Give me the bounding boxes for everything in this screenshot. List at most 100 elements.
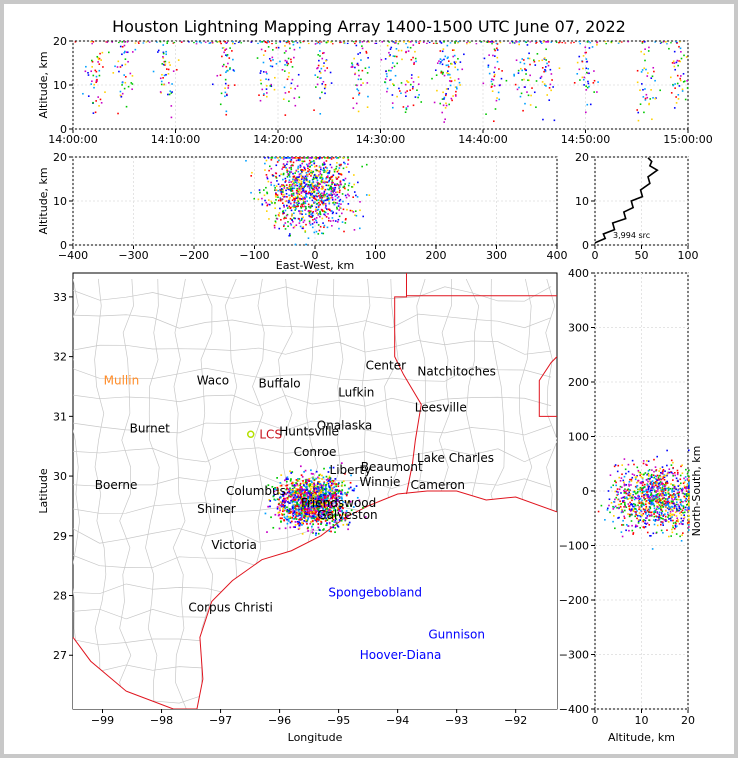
ew-source-point	[293, 205, 296, 207]
time-source-point	[596, 43, 598, 46]
map-source-point	[304, 469, 307, 472]
map-source-point	[316, 516, 319, 519]
ew-source-point	[294, 183, 296, 186]
map-source-point	[303, 505, 306, 508]
map-source-point	[291, 516, 294, 519]
ew-source-point	[301, 162, 303, 165]
ns-source-point	[647, 470, 650, 472]
ew-source-point	[301, 210, 304, 212]
ns-source-point	[663, 478, 666, 481]
time-source-point	[297, 73, 300, 76]
time-source-point	[418, 94, 420, 96]
ew-source-point	[298, 179, 301, 181]
time-source-point	[171, 91, 173, 93]
coastline	[73, 490, 557, 709]
time-source-point	[670, 42, 672, 44]
map-source-point	[293, 492, 295, 495]
map-source-point	[320, 491, 323, 494]
map-source-point	[315, 532, 317, 535]
map-source-point	[331, 489, 334, 491]
ew-source-point	[297, 200, 300, 203]
map-source-point	[319, 500, 321, 503]
map-source-point	[345, 517, 348, 520]
map-source-point	[311, 492, 314, 495]
map-source-point	[307, 492, 309, 494]
map-source-point	[294, 484, 297, 487]
map-source-point	[335, 483, 338, 485]
time-source-point	[447, 65, 450, 68]
ns-source-point	[623, 484, 626, 487]
time-source-point	[544, 68, 546, 71]
ew-source-point	[327, 176, 329, 179]
time-source-point	[448, 73, 451, 76]
ns-source-point	[686, 486, 689, 488]
ns-ytick-label: 200	[568, 376, 589, 389]
ns-source-point	[680, 514, 683, 516]
map-source-point	[279, 501, 282, 503]
ns-source-point	[688, 469, 690, 472]
ew-source-point	[359, 227, 361, 230]
place-label: Burnet	[130, 421, 171, 435]
ns-source-point	[653, 476, 655, 479]
time-source-point	[666, 43, 668, 45]
ew-source-point	[297, 158, 300, 161]
ew-source-point	[345, 217, 347, 220]
map-source-point	[321, 507, 324, 509]
ns-source-point	[684, 476, 687, 478]
map-source-point	[332, 482, 334, 485]
time-source-point	[275, 46, 278, 49]
ns-source-point	[627, 503, 630, 505]
time-source-point	[540, 75, 543, 78]
ew-source-point	[318, 213, 320, 215]
ew-source-point	[304, 168, 307, 171]
ew-source-point	[321, 188, 324, 190]
map-source-point	[325, 503, 327, 506]
ns-source-point	[653, 489, 656, 492]
ew-source-point	[324, 181, 327, 184]
map-source-point	[340, 492, 342, 495]
time-source-point	[673, 50, 676, 53]
time-source-point	[157, 51, 159, 53]
ns-source-point	[641, 487, 643, 490]
time-source-point	[163, 74, 166, 77]
time-source-point	[636, 81, 639, 84]
time-source-point	[193, 41, 195, 44]
map-source-point	[306, 510, 309, 512]
map-source-point	[317, 520, 319, 522]
time-source-point	[318, 70, 321, 73]
ns-source-point	[623, 515, 625, 518]
ew-source-point	[343, 185, 346, 188]
ew-source-point	[304, 198, 306, 200]
ns-source-point	[671, 528, 673, 531]
altitude-northsouth-panel: 0 10 20−400−300−200−1000100200300400Altitu…	[559, 267, 703, 744]
time-source-point	[443, 58, 445, 61]
ns-source-point	[662, 488, 664, 491]
time-source-point	[385, 70, 387, 72]
time-source-point	[106, 41, 109, 43]
time-source-point	[413, 61, 415, 64]
ns-source-point	[636, 525, 639, 527]
time-source-point	[452, 55, 454, 58]
ew-source-point	[323, 213, 325, 216]
map-source-point	[273, 488, 276, 491]
map-source-point	[313, 517, 316, 520]
map-source-point	[336, 514, 339, 516]
time-source-point	[435, 42, 437, 44]
map-source-point	[343, 513, 346, 516]
ns-source-point	[665, 506, 667, 508]
map-source-point	[329, 506, 331, 508]
ew-source-point	[293, 201, 296, 204]
map-source-point	[296, 501, 298, 504]
ns-source-point	[663, 514, 665, 516]
ns-source-point	[624, 488, 626, 490]
ns-source-point	[677, 503, 679, 506]
ew-source-point	[324, 207, 327, 209]
time-source-point	[453, 49, 455, 51]
map-source-point	[295, 511, 298, 514]
time-source-point	[316, 83, 319, 86]
ew-source-point	[315, 199, 318, 202]
ew-source-point	[294, 179, 296, 181]
ew-source-point	[297, 168, 299, 170]
map-source-point	[323, 482, 325, 485]
ns-source-point	[667, 521, 670, 523]
